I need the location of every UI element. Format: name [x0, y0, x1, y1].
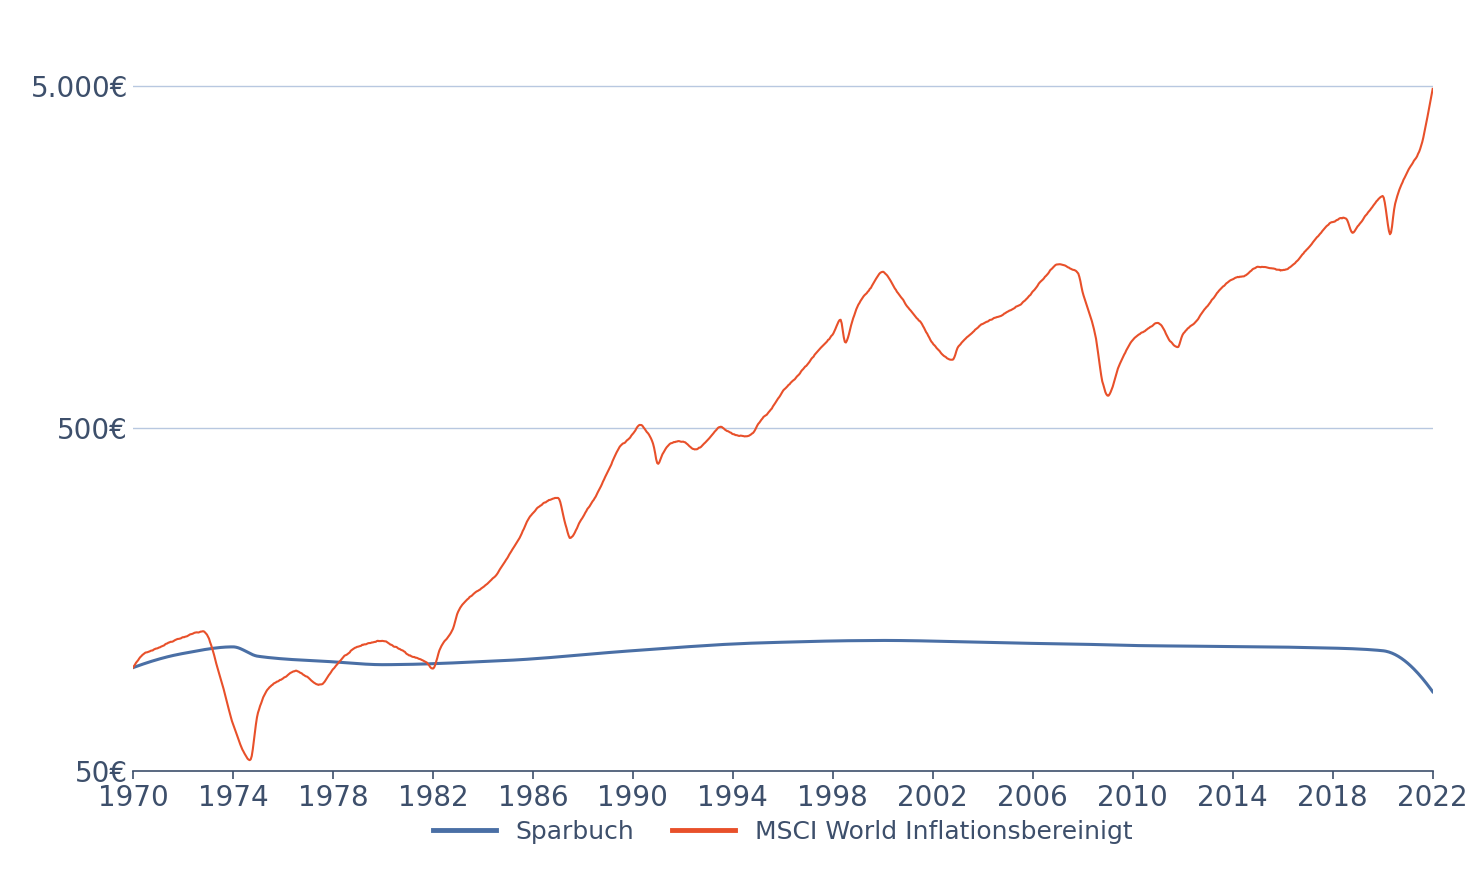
Legend: Sparbuch, MSCI World Inflationsbereinigt: Sparbuch, MSCI World Inflationsbereinigt [424, 810, 1142, 854]
